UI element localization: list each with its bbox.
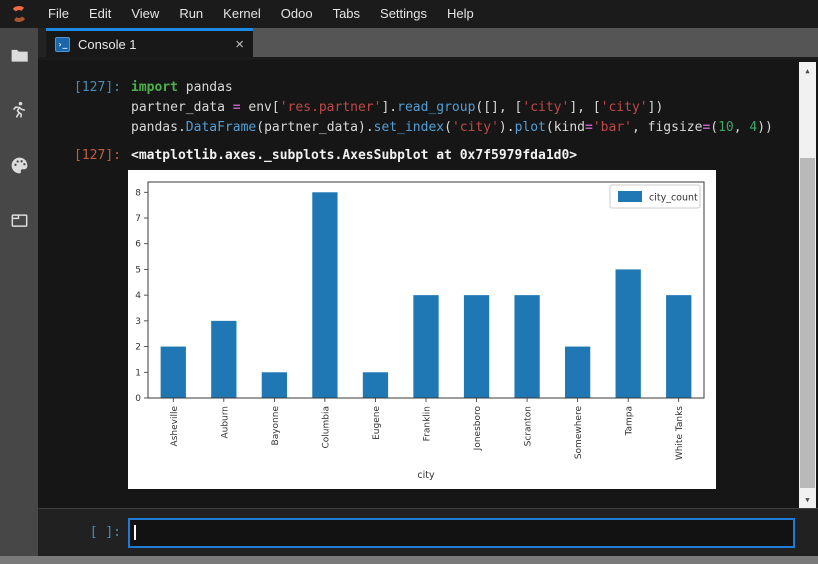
output-area: [127]: <matplotlib.axes._subplots.AxesSu…	[38, 146, 818, 166]
tab-label: Console 1	[78, 36, 137, 52]
tabs-icon	[11, 213, 27, 227]
code-cell[interactable]: [127]: import pandas partner_data = env['…	[38, 60, 818, 138]
vertical-scrollbar[interactable]: ▲ ▼	[799, 62, 816, 508]
sidebar-item-running-kernels[interactable]	[7, 98, 31, 122]
running-person-icon	[13, 101, 26, 118]
svg-text:Bayonne: Bayonne	[271, 406, 281, 446]
status-bar	[0, 556, 818, 564]
svg-text:4: 4	[135, 291, 141, 301]
svg-text:1: 1	[135, 368, 141, 378]
odoo-logo-icon	[10, 5, 28, 23]
svg-text:Franklin: Franklin	[423, 406, 433, 441]
svg-text:7: 7	[135, 214, 141, 224]
svg-text:0: 0	[135, 394, 141, 404]
output-repr-text: <matplotlib.axes._subplots.AxesSubplot a…	[131, 148, 578, 163]
output-count-prompt: [127]:	[74, 148, 121, 163]
main-area: ›_ Console 1 × [127]: import pandas partn…	[38, 28, 818, 556]
palette-icon	[11, 157, 27, 173]
console-input[interactable]	[128, 517, 795, 548]
bar-chart-svg: 0 1 2 3 4 5 6 7 8 Asheville Auburn Bayonne Columbia E…	[135, 181, 705, 481]
svg-text:Scranton: Scranton	[524, 406, 534, 446]
left-sidebar	[0, 28, 38, 556]
code-line: partner_data = env['res.partner'].read_g…	[131, 100, 664, 115]
close-icon[interactable]: ×	[235, 35, 244, 53]
input-prompt: [ ]:	[89, 525, 121, 540]
menu-item-kernel[interactable]: Kernel	[223, 6, 261, 21]
sidebar-item-open-tabs[interactable]	[7, 208, 31, 232]
menu-item-tabs[interactable]: Tabs	[332, 6, 361, 21]
svg-text:Auburn: Auburn	[220, 406, 230, 439]
svg-text:Tampa: Tampa	[625, 406, 635, 437]
scroll-down-icon[interactable]: ▼	[805, 495, 810, 504]
menu-item-file[interactable]: File	[48, 6, 69, 21]
menu-item-edit[interactable]: Edit	[88, 6, 112, 21]
console-icon: ›_	[55, 36, 70, 52]
svg-text:White Tanks: White Tanks	[675, 406, 685, 460]
code-line: import pandas	[131, 80, 233, 95]
svg-text:5: 5	[135, 265, 141, 275]
console-panel: [127]: import pandas partner_data = env['…	[38, 60, 818, 508]
svg-text:8: 8	[135, 188, 141, 198]
matplotlib-figure: 0 1 2 3 4 5 6 7 8 Asheville Auburn Bayonne Columbia E…	[128, 170, 716, 489]
menu-item-odoo[interactable]: Odoo	[280, 6, 313, 21]
menu-item-help[interactable]: Help	[447, 6, 474, 21]
console-input-row: [ ]:	[38, 508, 818, 556]
sidebar-item-file-browser[interactable]	[7, 43, 31, 67]
svg-text:Asheville: Asheville	[170, 406, 180, 447]
scroll-up-icon[interactable]: ▲	[805, 66, 810, 75]
svg-text:6: 6	[135, 240, 141, 250]
code-lines: import pandas partner_data = env['res.par…	[131, 78, 773, 138]
scrollbar-thumb[interactable]	[800, 158, 815, 488]
app-logo	[0, 5, 38, 23]
menu-item-run[interactable]: Run	[179, 6, 204, 21]
tab-bar-gap	[38, 28, 46, 57]
svg-text:Eugene: Eugene	[372, 406, 382, 440]
tab-console-1[interactable]: ›_ Console 1 ×	[46, 28, 253, 57]
svg-text:3: 3	[135, 317, 141, 327]
menu-item-view[interactable]: View	[131, 6, 160, 21]
tab-bar: ›_ Console 1 ×	[38, 28, 818, 60]
svg-text:city: city	[417, 470, 435, 481]
svg-text:Columbia: Columbia	[321, 406, 331, 449]
sidebar-item-command-palette[interactable]	[7, 153, 31, 177]
execution-count-prompt: [127]:	[74, 80, 121, 95]
menu-items: File Edit View Run Kernel Odoo Tabs Settings Hel…	[38, 0, 484, 28]
menu-item-settings[interactable]: Settings	[380, 6, 428, 21]
svg-text:city_count: city_count	[649, 193, 698, 204]
svg-text:2: 2	[135, 343, 141, 353]
menu-bar: File Edit View Run Kernel Odoo Tabs Settings Hel…	[0, 0, 818, 28]
folder-icon	[11, 49, 28, 62]
svg-text:Somewhere: Somewhere	[574, 406, 584, 460]
svg-text:Jonesboro: Jonesboro	[473, 406, 483, 452]
text-cursor	[134, 525, 136, 540]
code-line: pandas.DataFrame(partner_data).set_index…	[131, 120, 773, 135]
